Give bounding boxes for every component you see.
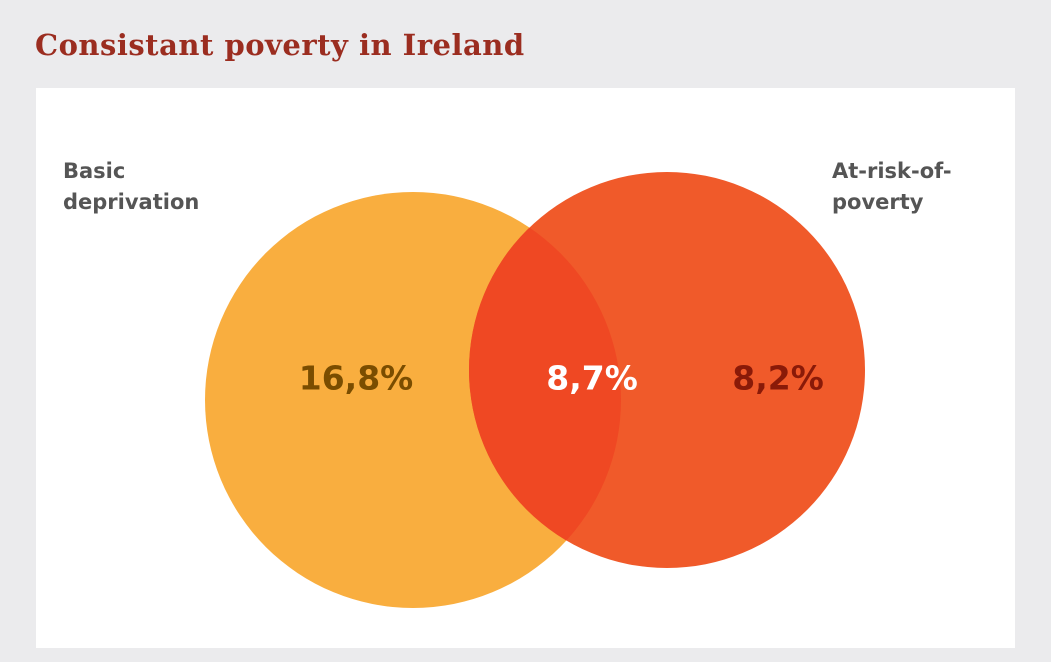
intersection	[469, 192, 621, 568]
set-label: Basic deprivation	[63, 159, 200, 214]
value-label: 8,2%	[732, 358, 824, 398]
chart-title: Consistant poverty in Ireland	[35, 28, 525, 62]
value-label: 16,8%	[298, 358, 414, 398]
set-label: At-risk-of-poverty	[832, 159, 952, 214]
value-label: 8,7%	[546, 358, 638, 398]
